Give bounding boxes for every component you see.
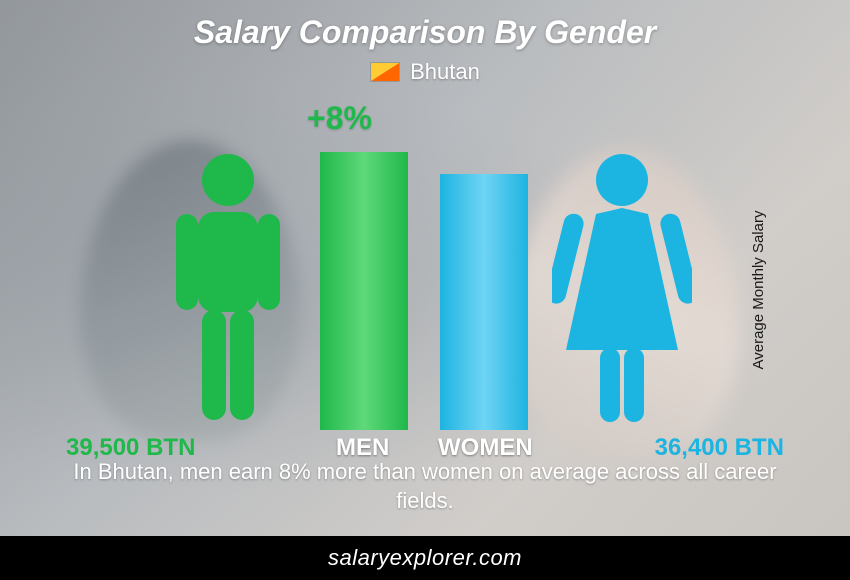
bar-women xyxy=(440,174,528,430)
difference-label: +8% xyxy=(307,100,372,137)
bhutan-flag-icon xyxy=(370,62,400,82)
bar-men xyxy=(320,152,408,430)
footer-attribution: salaryexplorer.com xyxy=(0,536,850,580)
infographic-content: Salary Comparison By Gender Bhutan +8% xyxy=(0,0,850,580)
man-icon xyxy=(158,150,298,430)
country-name: Bhutan xyxy=(410,59,480,85)
woman-icon xyxy=(552,150,692,430)
chart-area: +8% 39,500 BTN MEN xyxy=(0,100,850,470)
country-row: Bhutan xyxy=(0,59,850,85)
page-title: Salary Comparison By Gender xyxy=(0,0,850,51)
footer-text: salaryexplorer.com xyxy=(328,545,522,571)
summary-text: In Bhutan, men earn 8% more than women o… xyxy=(50,457,800,516)
y-axis-label: Average Monthly Salary xyxy=(750,211,767,370)
